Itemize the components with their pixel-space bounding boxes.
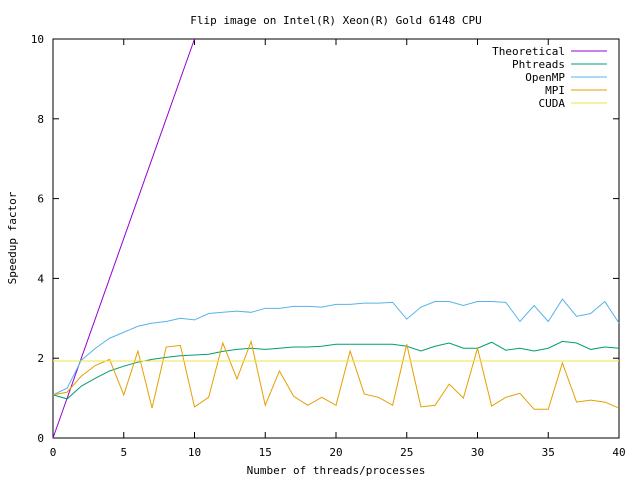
x-tick-label: 40	[612, 446, 625, 459]
series-line-openmp	[52, 298, 620, 396]
plot-frame	[52, 38, 620, 439]
x-tick-label: 25	[400, 446, 413, 459]
series-line-phtreads	[52, 340, 620, 400]
legend-label: MPI	[545, 84, 565, 97]
legend-label: CUDA	[539, 97, 566, 110]
y-tick-label: 6	[37, 193, 44, 206]
series-lines	[52, 38, 620, 439]
x-axis-label: Number of threads/processes	[247, 464, 426, 477]
series-line-theoretical	[52, 38, 195, 439]
x-tick-label: 10	[188, 446, 201, 459]
y-tick-label: 2	[37, 352, 44, 365]
y-tick-label: 10	[31, 33, 44, 46]
x-tick-label: 15	[259, 446, 272, 459]
axis-ticks: 0 5 10 15 20 25 30 35 40 0 2 4 6 8 10	[31, 33, 626, 459]
x-tick-label: 30	[471, 446, 484, 459]
x-tick-label: 5	[120, 446, 127, 459]
legend-label: Theoretical	[492, 45, 565, 58]
chart-title: Flip image on Intel(R) Xeon(R) Gold 6148…	[190, 14, 481, 27]
x-tick-label: 35	[542, 446, 555, 459]
y-tick-label: 4	[37, 272, 44, 285]
y-axis-label: Speedup factor	[6, 191, 19, 284]
legend-label: OpenMP	[525, 71, 565, 84]
series-line-mpi	[52, 339, 620, 410]
x-tick-label: 20	[329, 446, 342, 459]
x-tick-label: 0	[50, 446, 57, 459]
legend-label: Phtreads	[512, 58, 565, 71]
y-tick-label: 8	[37, 113, 44, 126]
y-tick-label: 0	[37, 432, 44, 445]
